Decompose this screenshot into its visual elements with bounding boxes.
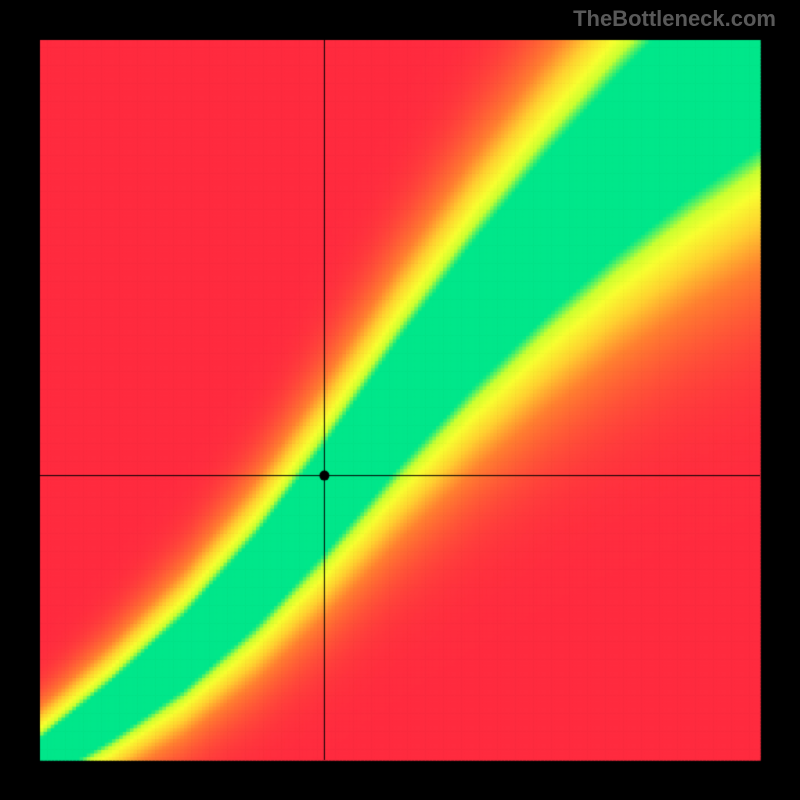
heatmap-canvas [0,0,800,800]
chart-container: TheBottleneck.com [0,0,800,800]
watermark-text: TheBottleneck.com [573,6,776,32]
